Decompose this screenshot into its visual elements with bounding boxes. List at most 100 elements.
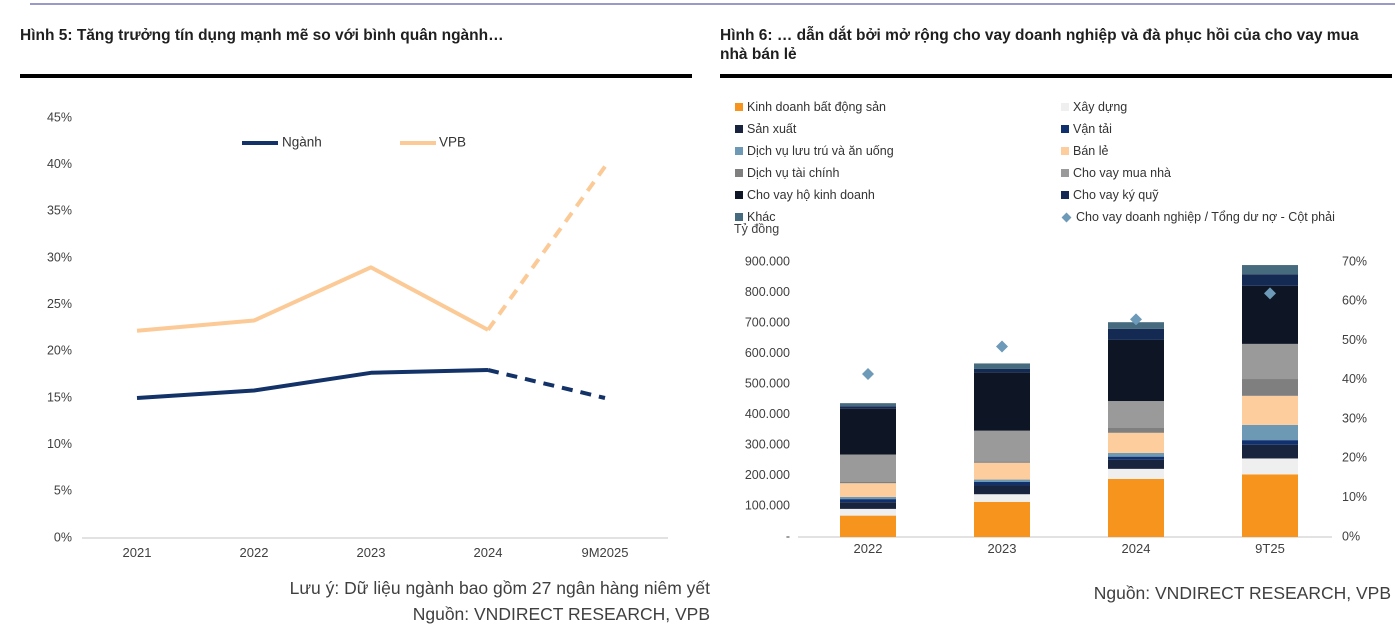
square-swatch-icon — [735, 169, 743, 177]
fig6-scatter-diamond-0 — [862, 367, 874, 380]
fig6-right-tick: 20% — [1342, 451, 1367, 465]
square-swatch-icon — [735, 191, 743, 199]
square-swatch-icon — [1061, 147, 1069, 155]
fig6-left-tick: 500.000 — [745, 377, 790, 391]
fig6-x-tick: 2024 — [1122, 541, 1151, 556]
fig6-bar-9t25-san-xuat — [1242, 444, 1298, 459]
figure-6: Hình 6: … dẫn dắt bởi mở rộng cho vay do… — [720, 26, 1395, 632]
fig6-bar-2024-dich-vu-luu-tru-va-an-uong — [1108, 452, 1164, 457]
fig6-right-tick: 70% — [1342, 254, 1367, 268]
legend-label: Dịch vụ tài chính — [747, 166, 840, 180]
fig6-right-tick: 50% — [1342, 333, 1367, 347]
fig6-legend-item-ban-le: Bán lẻ — [1061, 140, 1335, 162]
fig5-x-tick: 2022 — [240, 545, 269, 560]
fig5-svg: 45% 40% 35% 30% 25% 20% 15% 10% 5% 0% 2021 2022 2023… — [47, 110, 668, 560]
fig6-legend-item-dich-vu-luu-tru-va-an-uong: Dịch vụ lưu trú và ăn uống — [735, 140, 1061, 162]
fig5-y-tick: 45% — [47, 110, 72, 124]
fig6-svg: 900.000 800.000 700.000 600.000 500.000 400.0… — [745, 254, 1367, 556]
legend-label: Bán lẻ — [1073, 144, 1109, 158]
fig6-bar-2024-khac — [1108, 322, 1164, 329]
fig6-left-tick: 900.000 — [745, 254, 790, 268]
fig6-bar-2024-kinh-doanh-bat-ong-san — [1108, 478, 1164, 537]
fig6-bar-9t25-cho-vay-mua-nha — [1242, 343, 1298, 380]
fig5-y-tick: 40% — [47, 157, 72, 171]
legend-label: Cho vay doanh nghiệp / Tổng dư nợ - Cột … — [1076, 210, 1335, 224]
fig6-bar-2024-cho-vay-mua-nha — [1108, 401, 1164, 428]
fig6-bar-2022-kinh-doanh-bat-ong-san — [840, 515, 896, 537]
fig6-bar-9t25-dich-vu-tai-chinh — [1242, 379, 1298, 396]
figure-5: Hình 5: Tăng trưởng tín dụng mạnh mẽ so … — [20, 26, 710, 632]
figure-6-unit-label: Tỷ đồng — [734, 222, 780, 236]
fig6-scatter-diamond-2 — [1130, 313, 1142, 326]
figure-5-title: Hình 5: Tăng trưởng tín dụng mạnh mẽ so … — [20, 27, 504, 44]
fig6-bar-2023-ban-le — [974, 462, 1030, 480]
fig6-legend-item-xay-dung: Xây dựng — [1061, 96, 1335, 118]
page-top-rule — [30, 3, 1395, 5]
figure-6-stacked-bar-chart: 900.000 800.000 700.000 600.000 500.000 400.0… — [720, 240, 1395, 570]
fig6-bar-2022-van-tai — [840, 499, 896, 503]
square-swatch-icon — [1061, 125, 1069, 133]
square-swatch-icon — [735, 125, 743, 133]
legend-label: Cho vay hộ kinh doanh — [747, 188, 875, 202]
fig6-bar-2024-ban-le — [1108, 432, 1164, 453]
legend-label: Vận tải — [1073, 122, 1112, 136]
fig6-bar-2023-dich-vu-tai-chinh — [974, 461, 1030, 463]
fig6-left-tick: 700.000 — [745, 315, 790, 329]
fig6-bar-9t25-van-tai — [1242, 440, 1298, 445]
fig6-bar-2022-dich-vu-luu-tru-va-an-uong — [840, 496, 896, 500]
fig6-legend-item-cho-vay-ky-quy: Cho vay ký quỹ — [1061, 184, 1335, 206]
fig6-bar-2022-cho-vay-ho-kinh-doanh — [840, 408, 896, 455]
fig6-left-tick: 300.000 — [745, 438, 790, 452]
fig6-right-tick: 0% — [1342, 529, 1360, 543]
fig5-x-tick: 9M2025 — [582, 545, 629, 560]
fig6-bar-2024-cho-vay-ky-quy — [1108, 328, 1164, 340]
fig6-legend-item-cho-vay-doanh-nghiep-tong-du-no-cot-phai: Cho vay doanh nghiệp / Tổng dư nợ - Cột … — [1061, 206, 1335, 228]
fig6-bar-2022-xay-dung — [840, 508, 896, 516]
fig6-bar-2023-cho-vay-mua-nha — [974, 430, 1030, 462]
square-swatch-icon — [735, 103, 743, 111]
fig6-bar-2023-xay-dung — [974, 494, 1030, 502]
square-swatch-icon — [1061, 103, 1069, 111]
fig6-right-tick: 10% — [1342, 490, 1367, 504]
fig6-left-tick: 600.000 — [745, 346, 790, 360]
fig6-bar-2023-dich-vu-luu-tru-va-an-uong — [974, 479, 1030, 482]
legend-label: Cho vay mua nhà — [1073, 166, 1171, 180]
fig6-right-tick: 40% — [1342, 372, 1367, 386]
fig6-bar-9t25-dich-vu-luu-tru-va-an-uong — [1242, 424, 1298, 441]
legend-label: Khác — [747, 210, 776, 224]
square-swatch-icon — [735, 213, 743, 221]
fig6-left-tick: 100.000 — [745, 499, 790, 513]
fig6-scatter-diamond-3 — [1264, 287, 1276, 300]
fig5-y-tick: 35% — [47, 204, 72, 218]
figure-6-title-rule — [720, 74, 1392, 78]
fig6-bar-2024-van-tai — [1108, 456, 1164, 460]
fig6-bar-2022-dich-vu-tai-chinh — [840, 482, 896, 484]
fig6-bar-9t25-ban-le — [1242, 395, 1298, 425]
figure-5-note: Lưu ý: Dữ liệu ngành bao gồm 27 ngân hàn… — [289, 578, 710, 598]
figure-5-title-rule — [20, 74, 692, 78]
fig6-right-tick: 30% — [1342, 411, 1367, 425]
fig5-y-tick: 20% — [47, 344, 72, 358]
square-swatch-icon — [1061, 191, 1069, 199]
square-swatch-icon — [1061, 169, 1069, 177]
fig5-y-tick: 25% — [47, 297, 72, 311]
fig6-legend-item-kinh-doanh-bat-ong-san: Kinh doanh bất động sản — [735, 96, 1061, 118]
fig6-left-tick: 800.000 — [745, 285, 790, 299]
figure-6-source: Nguồn: VNDIRECT RESEARCH, VPB — [1093, 583, 1391, 603]
legend-label: Kinh doanh bất động sản — [747, 100, 887, 114]
fig5-y-tick: 30% — [47, 250, 72, 264]
fig6-bar-2023-san-xuat — [974, 485, 1030, 495]
fig6-bar-9t25-xay-dung — [1242, 458, 1298, 475]
figure-6-legend: Kinh doanh bất động sản Sản xuất Dịch vụ l… — [735, 96, 1335, 228]
fig6-bar-2022-san-xuat — [840, 502, 896, 509]
fig6-left-tick: - — [786, 529, 790, 543]
fig6-bar-2024-san-xuat — [1108, 459, 1164, 469]
fig6-bar-2023-kinh-doanh-bat-ong-san — [974, 501, 1030, 537]
fig6-bar-2024-cho-vay-ho-kinh-doanh — [1108, 339, 1164, 402]
square-swatch-icon — [735, 147, 743, 155]
fig6-left-tick: 400.000 — [745, 407, 790, 421]
fig5-legend-label-nganh: Ngành — [282, 135, 322, 150]
fig6-bar-2022-ban-le — [840, 483, 896, 497]
fig6-bar-9t25-khac — [1242, 265, 1298, 275]
fig6-bar-2023-van-tai — [974, 482, 1030, 486]
